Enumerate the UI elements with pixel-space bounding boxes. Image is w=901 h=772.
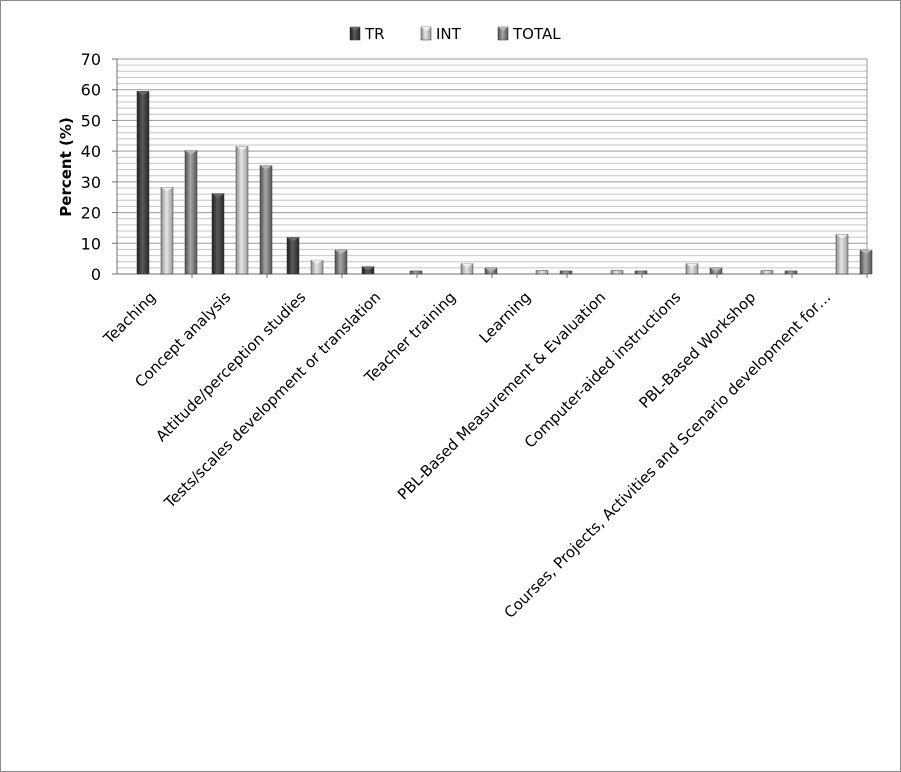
bar-total <box>334 249 348 275</box>
legend-label: INT <box>436 25 462 43</box>
bar-total <box>784 270 798 275</box>
bar-body <box>286 237 300 275</box>
bar-total <box>859 249 873 275</box>
bar-tr <box>136 91 150 275</box>
bar-int <box>235 145 249 275</box>
legend-swatch-cap <box>350 27 360 31</box>
legend-label: TR <box>364 25 385 43</box>
bar-int <box>685 263 699 275</box>
bar-body <box>160 187 174 275</box>
y-tick-label: 0 <box>91 265 101 284</box>
legend-item-total: TOTAL <box>497 25 561 43</box>
bar-cap <box>860 250 872 255</box>
bar-body <box>409 270 423 275</box>
bar-cap <box>185 150 197 155</box>
legend: TR INT TOTAL <box>349 25 561 43</box>
bar-int <box>760 270 774 275</box>
bar-body <box>835 234 849 275</box>
bar-cap <box>485 267 497 272</box>
y-tick-label: 20 <box>81 204 101 223</box>
bars <box>136 91 873 275</box>
bar-int <box>160 187 174 275</box>
bar-total <box>409 270 423 275</box>
y-tick-label: 30 <box>81 173 101 192</box>
y-tick-label: 70 <box>81 50 101 69</box>
bar-cap <box>236 146 248 151</box>
bar-total <box>259 165 273 275</box>
bar-cap <box>137 91 149 96</box>
bar-body <box>211 193 225 275</box>
bar-body <box>184 150 198 275</box>
bar-body <box>784 270 798 275</box>
bar-total <box>484 267 498 275</box>
bar-cap <box>836 234 848 239</box>
bar-total <box>709 267 723 275</box>
legend-swatch-cap <box>498 27 508 31</box>
legend-item-int: INT <box>420 25 462 43</box>
bar-cap <box>212 193 224 198</box>
bar-int <box>610 270 624 275</box>
x-category-label: Attitude/perception studies <box>152 288 309 445</box>
bar-body <box>610 270 624 275</box>
y-tick-label: 50 <box>81 111 101 130</box>
bar-tr <box>286 237 300 275</box>
bar-body <box>235 145 249 275</box>
legend-label: TOTAL <box>512 25 561 43</box>
axes <box>112 58 868 278</box>
bar-body <box>136 91 150 275</box>
legend-item-tr: TR <box>349 25 385 43</box>
bar-int <box>535 270 549 275</box>
y-tick-label: 60 <box>81 81 101 100</box>
y-tick-label: 40 <box>81 142 101 161</box>
x-category-label: Learning <box>476 288 535 347</box>
bar-int <box>310 259 324 275</box>
bar-int <box>835 234 849 275</box>
bar-total <box>559 270 573 275</box>
bar-body <box>259 165 273 275</box>
bar-tr <box>361 266 375 275</box>
bar-cap <box>287 237 299 242</box>
x-category-label: Teaching <box>99 288 159 348</box>
bar-cap <box>335 250 347 255</box>
bar-cap <box>461 263 473 268</box>
y-tick-labels: 0 10 20 30 40 50 60 70 <box>81 50 101 284</box>
y-tick-label: 10 <box>81 234 101 253</box>
bar-body <box>559 270 573 275</box>
bar-total <box>184 150 198 275</box>
bar-cap <box>362 266 374 271</box>
bar-cap <box>260 165 272 170</box>
bar-cap <box>311 260 323 265</box>
bar-total <box>634 270 648 275</box>
y-axis-label: Percent (%) <box>57 117 75 216</box>
bar-cap <box>686 263 698 268</box>
gridlines <box>117 58 867 275</box>
bar-int <box>460 263 474 275</box>
bar-tr <box>211 193 225 275</box>
legend-swatch-cap <box>421 27 431 31</box>
bar-cap <box>710 267 722 272</box>
bar-body <box>760 270 774 275</box>
bar-body <box>535 270 549 275</box>
bar-body <box>634 270 648 275</box>
bar-cap <box>161 187 173 192</box>
x-category-label: Computer-aided instructions <box>521 288 685 452</box>
